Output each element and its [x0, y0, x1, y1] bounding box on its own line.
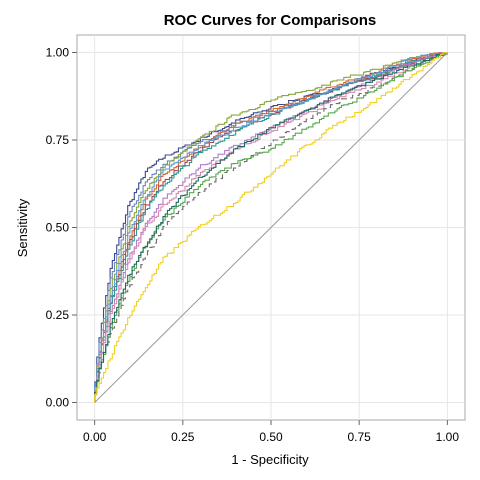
y-tick-label: 0.50 — [46, 221, 70, 235]
roc-series-line-11 — [94, 51, 448, 403]
x-tick-label: 0.50 — [259, 430, 283, 444]
x-tick-label: 1.00 — [436, 430, 460, 444]
x-axis-ticks: 0.00 0.25 0.50 0.75 1.00 — [83, 420, 459, 444]
roc-series-line-7 — [94, 51, 448, 403]
reference-diagonal — [94, 52, 448, 403]
x-tick-label: 0.25 — [171, 430, 195, 444]
roc-series-group — [94, 51, 448, 403]
x-axis-label: 1 - Specificity — [231, 452, 309, 467]
x-tick-label: 0.00 — [83, 430, 107, 444]
y-tick-label: 0.00 — [46, 396, 70, 410]
x-tick-label: 0.75 — [348, 430, 372, 444]
y-tick-label: 0.25 — [46, 308, 70, 322]
roc-series-line-9 — [94, 52, 448, 403]
y-tick-label: 0.75 — [46, 133, 70, 147]
chart-title: ROC Curves for Comparisons — [164, 12, 377, 29]
grid-lines — [77, 35, 465, 420]
y-axis-ticks: 0.00 0.25 0.50 0.75 1.00 — [46, 46, 77, 410]
roc-series-line-13 — [94, 52, 448, 403]
roc-series-line-12 — [94, 51, 448, 403]
reference-line — [94, 52, 448, 403]
y-axis-label: Sensitivity — [15, 198, 30, 257]
y-tick-label: 1.00 — [46, 46, 70, 60]
